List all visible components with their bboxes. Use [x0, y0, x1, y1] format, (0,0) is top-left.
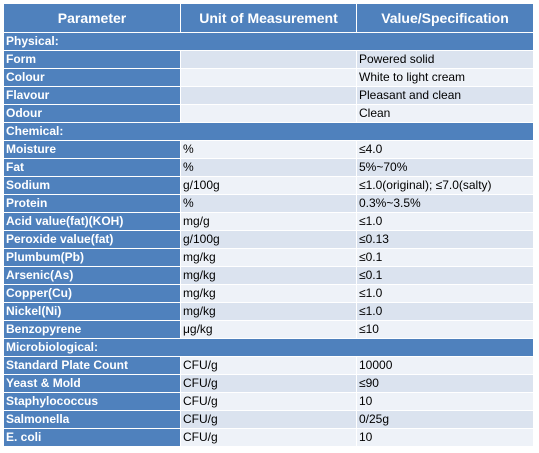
- table-row: Acid value(fat)(KOH) mg/g ≤1.0: [3, 212, 534, 231]
- section-header-row: Physical:: [3, 32, 534, 51]
- parameter-cell: Peroxide value(fat): [3, 230, 181, 249]
- value-cell: ≤1.0(original); ≤7.0(salty): [356, 176, 534, 195]
- table-row: Peroxide value(fat) g/100g ≤0.13: [3, 230, 534, 249]
- unit-cell: mg/kg: [180, 284, 357, 303]
- table-row: E. coli CFU/g 10: [3, 428, 534, 447]
- table-row: Arsenic(As) mg/kg ≤0.1: [3, 266, 534, 285]
- table-row: Fat% 5%~70%: [3, 158, 534, 177]
- parameter-cell: Sodium: [3, 176, 181, 195]
- specification-table: Parameter Unit of Measurement Value/Spec…: [3, 3, 534, 447]
- value-cell: 0.3%~3.5%: [356, 194, 534, 213]
- section-title: Physical:: [3, 32, 534, 51]
- unit-cell: CFU/g: [180, 428, 357, 447]
- unit-cell: CFU/g: [180, 356, 357, 375]
- parameter-cell: Protein: [3, 194, 181, 213]
- value-cell: ≤10: [356, 320, 534, 339]
- unit-cell: [180, 86, 357, 105]
- value-cell: 10000: [356, 356, 534, 375]
- parameter-cell: Salmonella: [3, 410, 181, 429]
- parameter-cell: Moisture: [3, 140, 181, 159]
- parameter-cell: Flavour: [3, 86, 181, 105]
- unit-cell: [180, 104, 357, 123]
- table-row: Odour Clean: [3, 104, 534, 123]
- parameter-cell: Plumbum(Pb): [3, 248, 181, 267]
- unit-cell: CFU/g: [180, 374, 357, 393]
- unit-cell: CFU/g: [180, 392, 357, 411]
- parameter-cell: E. coli: [3, 428, 181, 447]
- value-cell: Powered solid: [356, 50, 534, 69]
- parameter-cell: Copper(Cu): [3, 284, 181, 303]
- table-row: Copper(Cu) mg/kg ≤1.0: [3, 284, 534, 303]
- unit-cell: mg/kg: [180, 266, 357, 285]
- header-row: Parameter Unit of Measurement Value/Spec…: [3, 3, 534, 33]
- section-header-row: Chemical:: [3, 122, 534, 141]
- table-row: Moisture% ≤4.0: [3, 140, 534, 159]
- value-cell: ≤1.0: [356, 284, 534, 303]
- section-header-row: Microbiological:: [3, 338, 534, 357]
- table-row: Staphylococcus CFU/g 10: [3, 392, 534, 411]
- value-cell: 10: [356, 428, 534, 447]
- value-cell: ≤1.0: [356, 212, 534, 231]
- unit-cell: mg/kg: [180, 248, 357, 267]
- unit-column-header: Unit of Measurement: [180, 3, 357, 33]
- unit-cell: mg/g: [180, 212, 357, 231]
- value-cell: 5%~70%: [356, 158, 534, 177]
- parameter-cell: Arsenic(As): [3, 266, 181, 285]
- unit-cell: CFU/g: [180, 410, 357, 429]
- value-cell: ≤90: [356, 374, 534, 393]
- table-row: Benzopyrene μg/kg ≤10: [3, 320, 534, 339]
- table-row: Yeast & Mold CFU/g ≤90: [3, 374, 534, 393]
- parameter-cell: Benzopyrene: [3, 320, 181, 339]
- unit-cell: %: [180, 194, 357, 213]
- section-title: Chemical:: [3, 122, 534, 141]
- value-cell: ≤1.0: [356, 302, 534, 321]
- unit-cell: g/100g: [180, 230, 357, 249]
- parameter-cell: Staphylococcus: [3, 392, 181, 411]
- value-cell: Pleasant and clean: [356, 86, 534, 105]
- table-row: Salmonella CFU/g 0/25g: [3, 410, 534, 429]
- value-cell: 10: [356, 392, 534, 411]
- unit-cell: mg/kg: [180, 302, 357, 321]
- parameter-cell: Form: [3, 50, 181, 69]
- parameter-cell: Acid value(fat)(KOH): [3, 212, 181, 231]
- value-cell: White to light cream: [356, 68, 534, 87]
- table-body: Physical: Form Powered solid Colour White to…: [3, 32, 534, 447]
- unit-cell: g/100g: [180, 176, 357, 195]
- value-cell: ≤0.1: [356, 248, 534, 267]
- specification-table-container: Parameter Unit of Measurement Value/Spec…: [3, 3, 534, 447]
- value-cell: ≤0.13: [356, 230, 534, 249]
- table-row: Standard Plate Count CFU/g 10000: [3, 356, 534, 375]
- value-cell: 0/25g: [356, 410, 534, 429]
- unit-cell: %: [180, 158, 357, 177]
- parameter-cell: Yeast & Mold: [3, 374, 181, 393]
- table-row: Flavour Pleasant and clean: [3, 86, 534, 105]
- parameter-cell: Nickel(Ni): [3, 302, 181, 321]
- unit-cell: %: [180, 140, 357, 159]
- value-cell: Clean: [356, 104, 534, 123]
- unit-cell: [180, 68, 357, 87]
- table-row: Nickel(Ni) mg/kg ≤1.0: [3, 302, 534, 321]
- parameter-cell: Standard Plate Count: [3, 356, 181, 375]
- value-column-header: Value/Specification: [356, 3, 534, 33]
- table-row: Protein% 0.3%~3.5%: [3, 194, 534, 213]
- unit-cell: [180, 50, 357, 69]
- table-row: Sodium g/100g ≤1.0(original); ≤7.0(salty): [3, 176, 534, 195]
- parameter-cell: Fat: [3, 158, 181, 177]
- table-header: Parameter Unit of Measurement Value/Spec…: [3, 3, 534, 33]
- value-cell: ≤0.1: [356, 266, 534, 285]
- table-row: Colour White to light cream: [3, 68, 534, 87]
- parameter-cell: Odour: [3, 104, 181, 123]
- unit-cell: μg/kg: [180, 320, 357, 339]
- table-row: Plumbum(Pb) mg/kg ≤0.1: [3, 248, 534, 267]
- section-title: Microbiological:: [3, 338, 534, 357]
- parameter-cell: Colour: [3, 68, 181, 87]
- parameter-column-header: Parameter: [3, 3, 181, 33]
- value-cell: ≤4.0: [356, 140, 534, 159]
- table-row: Form Powered solid: [3, 50, 534, 69]
